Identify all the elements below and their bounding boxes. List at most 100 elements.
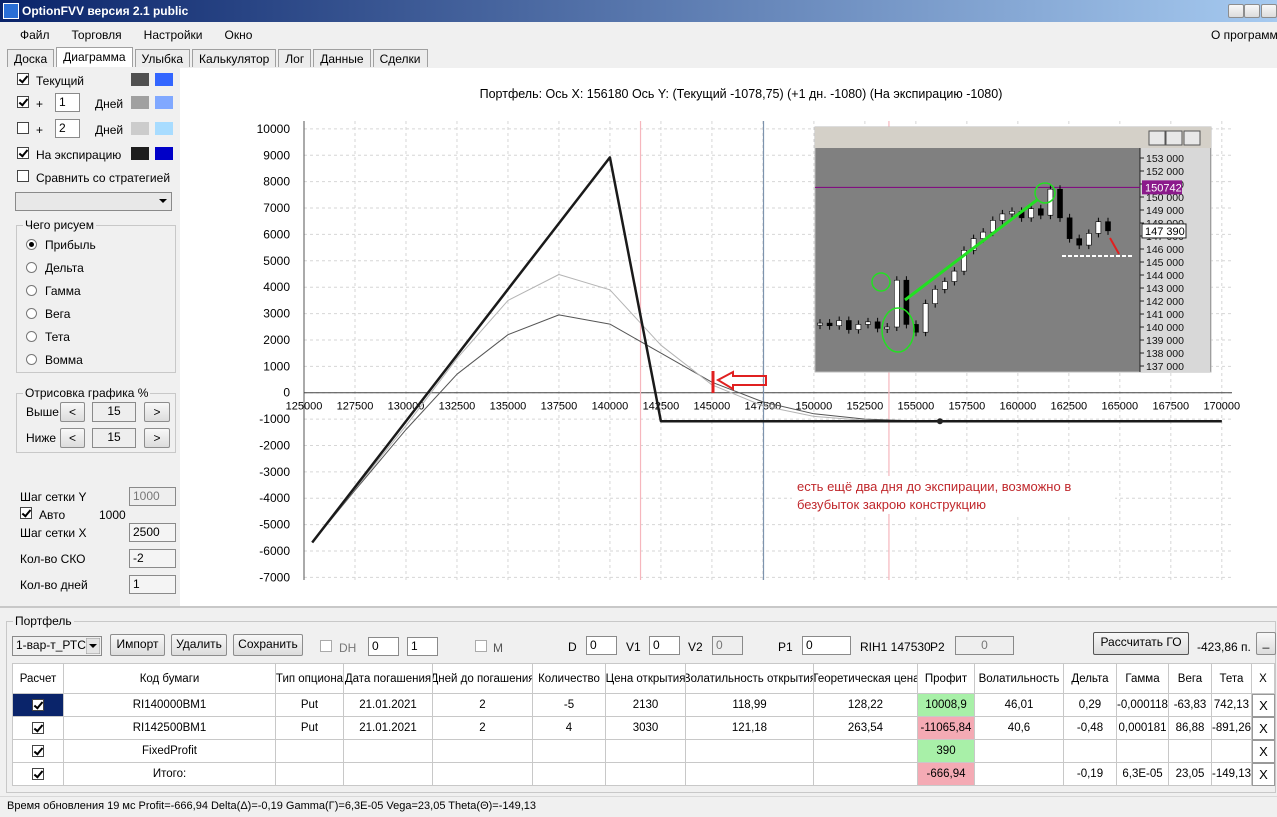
row-checkbox[interactable] (32, 768, 44, 780)
checkbox[interactable] (475, 640, 487, 652)
menu-bar: Файл Торговля Настройки Окно (10, 28, 264, 42)
column-header[interactable]: Цена открытия (606, 664, 686, 694)
x-tick-label: 142500 (643, 401, 680, 413)
column-header[interactable]: Вега (1169, 664, 1212, 694)
table-cell: 86,88 (1169, 717, 1212, 740)
inset-window-button[interactable] (1148, 130, 1166, 146)
column-header[interactable]: Теоретическая цена (814, 664, 918, 694)
table-cell (1212, 740, 1252, 763)
radio[interactable] (26, 239, 37, 250)
candle (932, 289, 939, 304)
portfolio-combo[interactable]: 1-вар-т_РТС (12, 636, 102, 656)
candle (1086, 233, 1092, 246)
group-box: Отрисовка графика % (16, 386, 176, 453)
column-header[interactable]: Профит (918, 664, 975, 694)
decrease-button[interactable]: < (60, 428, 85, 448)
decrease-button[interactable]: < (60, 402, 85, 422)
import-button[interactable]: Импорт (110, 634, 165, 656)
column-header[interactable]: Расчет (13, 664, 64, 694)
tab[interactable]: Доска (7, 49, 55, 67)
checkbox[interactable] (320, 640, 332, 652)
x-tick-label: 165000 (1101, 401, 1138, 413)
sko-input[interactable]: -2 (129, 549, 176, 568)
column-header[interactable]: Волатильность открытия (686, 664, 814, 694)
days-input[interactable]: 2 (55, 119, 80, 138)
delete-button[interactable]: Удалить (171, 634, 227, 656)
inset-tick-label: 137 000 (1146, 361, 1184, 373)
spin-input[interactable]: 1 (407, 637, 438, 656)
table-cell (1169, 740, 1212, 763)
label: DH (339, 641, 357, 655)
menu-item[interactable]: Файл (20, 28, 50, 42)
table-cell (814, 763, 918, 786)
menu-item[interactable]: Настройки (143, 28, 203, 42)
menu-item[interactable]: Окно (224, 28, 253, 42)
color-swatch (155, 122, 173, 135)
spin-input[interactable]: 0 (368, 637, 399, 656)
radio[interactable] (26, 331, 37, 342)
label: V2 (688, 640, 703, 654)
y-tick-label: -6000 (259, 544, 290, 558)
highlight-circle (1034, 182, 1056, 204)
days-count-input[interactable]: 1 (129, 575, 176, 594)
checkbox[interactable] (20, 507, 32, 519)
strategy-combo[interactable] (15, 192, 172, 211)
checkbox[interactable] (17, 96, 29, 108)
tab[interactable]: Лог (278, 49, 312, 67)
calc-button[interactable]: Рассчитать ГО (1093, 632, 1189, 655)
radio[interactable] (26, 308, 37, 319)
menu-item[interactable]: О программе (1211, 28, 1277, 42)
tab[interactable]: Сделки (372, 49, 428, 67)
column-header[interactable]: X (1252, 664, 1275, 694)
app-icon (3, 3, 19, 19)
minimize-button[interactable] (1228, 4, 1244, 18)
maximize-button[interactable] (1244, 4, 1260, 18)
tab[interactable]: Данные (313, 49, 371, 67)
increase-button[interactable]: > (144, 428, 170, 448)
delete-row-button[interactable]: X (1252, 694, 1275, 717)
chart: Портфель: Ось X: 156180 Ось Y: (Текущий … (257, 87, 1241, 584)
row-checkbox[interactable] (32, 699, 44, 711)
row-checkbox[interactable] (32, 745, 44, 757)
column-header[interactable]: Волатильность (975, 664, 1064, 694)
column-header[interactable]: Дельта (1064, 664, 1117, 694)
radio[interactable] (26, 285, 37, 296)
delete-row-button[interactable]: X (1252, 717, 1275, 740)
tab[interactable]: Улыбка (134, 49, 191, 67)
column-header[interactable]: Тета (1212, 664, 1252, 694)
delete-row-button[interactable]: X (1252, 740, 1275, 763)
highlight-circle (881, 307, 915, 353)
v1-input[interactable]: 0 (649, 636, 680, 655)
d-input[interactable]: 0 (586, 636, 617, 655)
radio[interactable] (26, 262, 37, 273)
grid-x-input[interactable]: 2500 (129, 523, 176, 542)
status-text: Время обновления 19 мс Profit=-666,94 De… (7, 800, 537, 812)
column-header[interactable]: Дата погашения (344, 664, 433, 694)
checkbox[interactable] (17, 73, 29, 85)
table-cell (975, 763, 1064, 786)
inset-tick-label: 152 000 (1146, 166, 1184, 178)
radio[interactable] (26, 354, 37, 365)
inset-window-button[interactable] (1165, 130, 1183, 146)
delete-row-button[interactable]: X (1252, 763, 1275, 786)
checkbox[interactable] (17, 122, 29, 134)
save-button[interactable]: Сохранить (233, 634, 303, 656)
tab[interactable]: Диаграмма (56, 47, 133, 67)
column-header[interactable]: Тип опциона (276, 664, 344, 694)
tab[interactable]: Калькулятор (192, 49, 277, 67)
table-cell: 21.01.2021 (344, 717, 433, 740)
column-header[interactable]: Дней до погашения (433, 664, 533, 694)
minimize-panel-button[interactable]: _ (1256, 632, 1276, 655)
checkbox[interactable] (17, 147, 29, 159)
inset-window-button[interactable] (1183, 130, 1201, 146)
p1-input[interactable]: 0 (802, 636, 851, 655)
checkbox[interactable] (17, 170, 29, 182)
column-header[interactable]: Количество (533, 664, 606, 694)
row-checkbox[interactable] (32, 722, 44, 734)
label: Выше (26, 405, 59, 419)
days-input[interactable]: 1 (55, 93, 80, 112)
increase-button[interactable]: > (144, 402, 170, 422)
column-header[interactable]: Гамма (1117, 664, 1169, 694)
column-header[interactable]: Код бумаги (64, 664, 276, 694)
menu-item[interactable]: Торговля (71, 28, 122, 42)
